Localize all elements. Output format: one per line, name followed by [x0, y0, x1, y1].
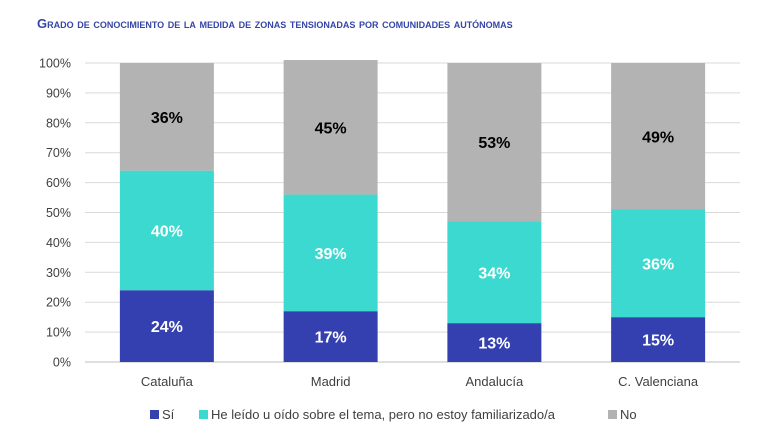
- y-tick-label: 20%: [46, 296, 71, 310]
- y-tick-label: 80%: [46, 116, 71, 130]
- data-label: 34%: [478, 265, 510, 282]
- y-tick-label: 0%: [53, 356, 71, 370]
- data-label: 36%: [642, 256, 674, 273]
- bar-segment: [611, 209, 706, 318]
- data-label: 36%: [151, 110, 183, 127]
- data-label: 24%: [151, 319, 183, 336]
- bar-segment: [283, 194, 378, 312]
- legend-label: No: [620, 407, 637, 422]
- bar-segment: [447, 63, 542, 222]
- y-tick-label: 100%: [39, 57, 71, 71]
- legend-swatch: [150, 410, 159, 419]
- legend-label: Sí: [162, 407, 175, 422]
- bar-segment: [447, 323, 542, 362]
- x-tick-label: C. Valenciana: [618, 374, 699, 389]
- bar-segment: [119, 290, 214, 362]
- data-label: 39%: [315, 246, 347, 263]
- y-tick-label: 50%: [46, 206, 71, 220]
- x-tick-label: Cataluña: [141, 374, 194, 389]
- legend-label: He leído u oído sobre el tema, pero no e…: [211, 407, 556, 422]
- data-label: 53%: [478, 135, 510, 152]
- y-tick-label: 60%: [46, 176, 71, 190]
- data-label: 13%: [478, 336, 510, 353]
- data-label: 45%: [315, 120, 347, 137]
- bar-segment: [119, 170, 214, 291]
- y-tick-label: 10%: [46, 326, 71, 340]
- bar-segment: [447, 221, 542, 324]
- y-tick-label: 40%: [46, 236, 71, 250]
- chart-title: Grado de conocimiento de la medida de zo…: [37, 16, 513, 31]
- data-label: 17%: [315, 330, 347, 347]
- bar-segment: [611, 317, 706, 362]
- x-tick-label: Madrid: [311, 374, 351, 389]
- bar-segment: [611, 63, 706, 210]
- bar-segment: [119, 63, 214, 171]
- legend-swatch: [199, 410, 208, 419]
- y-tick-label: 30%: [46, 266, 71, 280]
- x-tick-label: Andalucía: [465, 374, 524, 389]
- bar-segment: [283, 60, 378, 195]
- y-tick-label: 70%: [46, 146, 71, 160]
- y-tick-label: 90%: [46, 86, 71, 100]
- data-label: 15%: [642, 333, 674, 350]
- data-label: 49%: [642, 129, 674, 146]
- legend-swatch: [608, 410, 617, 419]
- bar-segment: [283, 311, 378, 362]
- data-label: 40%: [151, 223, 183, 240]
